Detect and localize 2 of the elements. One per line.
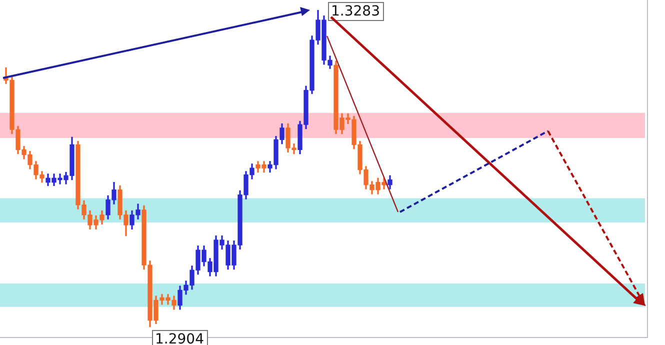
text: 1.2904 bbox=[155, 332, 204, 345]
annotation: 1.3283 bbox=[331, 4, 380, 20]
